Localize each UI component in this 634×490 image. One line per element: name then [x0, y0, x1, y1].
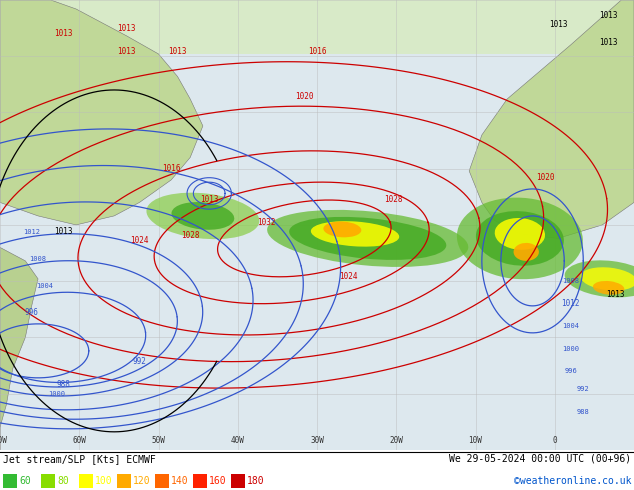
Text: 1008: 1008: [562, 278, 579, 284]
Text: 10W: 10W: [469, 436, 482, 445]
Ellipse shape: [565, 260, 634, 297]
Text: 1008: 1008: [30, 256, 46, 262]
Text: 60: 60: [19, 476, 31, 486]
Text: 160: 160: [209, 476, 226, 486]
Text: 988: 988: [577, 409, 590, 415]
Text: 1012: 1012: [23, 229, 40, 235]
Text: 0: 0: [552, 436, 557, 445]
Ellipse shape: [171, 202, 235, 230]
Text: 20W: 20W: [389, 436, 403, 445]
Ellipse shape: [323, 221, 361, 237]
Text: 1024: 1024: [339, 272, 358, 281]
Text: 1013: 1013: [54, 29, 73, 38]
Text: 992: 992: [133, 357, 146, 367]
Text: 80: 80: [57, 476, 68, 486]
Bar: [193, 474, 207, 488]
Text: 180: 180: [247, 476, 264, 486]
Ellipse shape: [476, 211, 564, 266]
Ellipse shape: [289, 217, 446, 260]
Text: 1028: 1028: [181, 231, 200, 241]
Text: 1020: 1020: [536, 173, 555, 182]
Ellipse shape: [146, 193, 259, 239]
Ellipse shape: [457, 197, 583, 279]
Text: 60W: 60W: [72, 436, 86, 445]
Text: 1012: 1012: [561, 299, 580, 308]
Bar: [155, 474, 169, 488]
Text: 1013: 1013: [200, 196, 219, 204]
Text: 40W: 40W: [231, 436, 245, 445]
Text: 1013: 1013: [168, 47, 187, 56]
Ellipse shape: [514, 243, 539, 261]
Polygon shape: [0, 247, 38, 450]
Text: 1013: 1013: [599, 11, 618, 20]
Text: ©weatheronline.co.uk: ©weatheronline.co.uk: [514, 476, 631, 486]
Bar: [231, 474, 245, 488]
Text: 1020: 1020: [295, 92, 314, 101]
Ellipse shape: [593, 281, 624, 295]
Text: 1024: 1024: [130, 236, 149, 245]
Text: 1016: 1016: [307, 47, 327, 56]
Text: 1013: 1013: [548, 20, 567, 29]
Bar: [3, 474, 17, 488]
Text: 1004: 1004: [562, 323, 579, 329]
Text: 996: 996: [25, 308, 39, 317]
Text: 1013: 1013: [117, 24, 136, 33]
Text: 1013: 1013: [605, 290, 624, 299]
Text: 992: 992: [577, 386, 590, 392]
Text: 30W: 30W: [310, 436, 324, 445]
Bar: [117, 474, 131, 488]
Text: 1000: 1000: [49, 391, 65, 397]
Text: 100: 100: [95, 476, 113, 486]
Polygon shape: [0, 0, 634, 54]
Ellipse shape: [495, 218, 545, 250]
Bar: [41, 474, 55, 488]
Ellipse shape: [267, 210, 469, 267]
Text: 996: 996: [564, 368, 577, 374]
Text: 70W: 70W: [0, 436, 7, 445]
Ellipse shape: [311, 221, 399, 246]
Text: 988: 988: [56, 380, 70, 389]
Text: 1013: 1013: [54, 227, 73, 236]
Text: 120: 120: [133, 476, 151, 486]
Text: Jet stream/SLP [Kts] ECMWF: Jet stream/SLP [Kts] ECMWF: [3, 454, 156, 464]
Bar: [79, 474, 93, 488]
Text: 1013: 1013: [117, 47, 136, 56]
Text: 1032: 1032: [257, 218, 276, 227]
Text: 1000: 1000: [562, 346, 579, 352]
Text: 1013: 1013: [599, 38, 618, 47]
Ellipse shape: [580, 267, 634, 291]
Polygon shape: [469, 0, 634, 239]
Text: 140: 140: [171, 476, 189, 486]
Text: We 29-05-2024 00:00 UTC (00+96): We 29-05-2024 00:00 UTC (00+96): [449, 454, 631, 464]
Text: 1028: 1028: [384, 196, 403, 204]
Polygon shape: [0, 0, 203, 225]
Text: 1004: 1004: [36, 283, 53, 289]
Text: 1016: 1016: [162, 164, 181, 173]
Text: 50W: 50W: [152, 436, 165, 445]
